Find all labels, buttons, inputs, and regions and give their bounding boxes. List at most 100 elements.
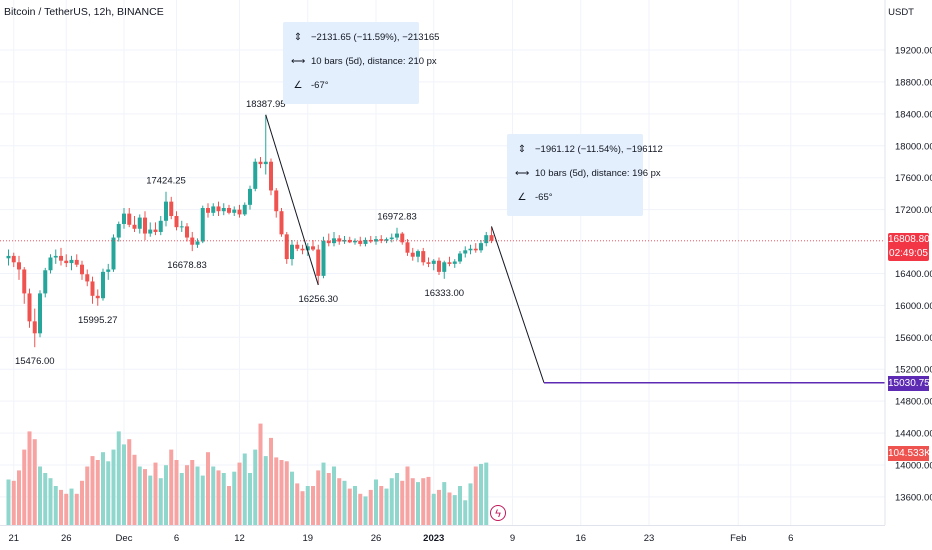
candle-body	[17, 262, 21, 270]
candle-body	[290, 244, 294, 260]
volume-bar	[248, 473, 252, 525]
volume-bar	[400, 480, 405, 525]
price-range-icon: ⇕	[517, 144, 527, 155]
candle-body	[90, 281, 95, 296]
volume-bar	[43, 473, 48, 525]
candle-body	[158, 220, 163, 232]
candle-body	[479, 243, 483, 251]
candle-body	[258, 161, 263, 165]
volume-bar	[164, 465, 168, 525]
volume-bar	[384, 488, 389, 525]
volume-bar	[374, 479, 378, 525]
volume-bar	[379, 486, 384, 525]
volume-bar	[6, 479, 11, 525]
volume-tag: 104.533K	[888, 446, 931, 461]
volume-bar	[463, 500, 468, 525]
candle-body	[137, 217, 142, 229]
volume-bar	[416, 482, 420, 525]
volume-bar	[337, 478, 342, 525]
candle-body	[227, 208, 231, 213]
candle-body	[374, 239, 378, 242]
candle-body	[95, 295, 100, 299]
volume-bar	[258, 423, 263, 525]
price-extreme-label: 16678.83	[167, 260, 207, 271]
candle-body	[11, 255, 16, 263]
price-extreme-label: 16333.00	[424, 288, 464, 299]
currency-label: USDT	[888, 7, 914, 18]
candle-body	[405, 242, 410, 253]
lightning-icon[interactable]: ϟ	[490, 505, 506, 521]
price-extreme-label: 16972.83	[377, 212, 417, 223]
bar-countdown: 02:49:05	[889, 248, 928, 259]
candle-body	[106, 269, 111, 272]
candle-body	[216, 206, 221, 212]
volume-bar	[101, 452, 105, 525]
volume-bar	[405, 466, 410, 525]
volume-bar	[368, 489, 373, 525]
current-price-tag: 16808.80 02:49:05	[888, 233, 930, 261]
candle-body	[400, 233, 405, 243]
volume-bar	[332, 466, 336, 525]
candle-body	[59, 255, 63, 261]
candle-body	[295, 244, 300, 249]
volume-bar	[148, 475, 153, 525]
time-tick-label: 26	[61, 533, 72, 544]
volume-bar	[90, 456, 95, 525]
candle-body	[442, 262, 447, 272]
volume-bar	[468, 483, 473, 525]
volume-bar	[38, 466, 42, 525]
candle-body	[284, 234, 289, 260]
time-tick-label: 23	[644, 533, 655, 544]
candle-body	[452, 261, 457, 264]
tooltip-change: −2131.65 (−11.59%), −213165	[311, 32, 440, 43]
time-tick-label: 9	[510, 533, 515, 544]
candle-body	[6, 255, 11, 259]
volume-bar	[321, 462, 326, 525]
candle-body	[263, 161, 268, 165]
time-tick-label: 2023	[423, 533, 444, 544]
volume-bar	[311, 486, 315, 525]
candle-body	[221, 208, 226, 212]
price-extreme-label: 16256.30	[298, 294, 338, 305]
candle-body	[484, 235, 489, 244]
candle-body	[85, 274, 90, 282]
chart-title: Bitcoin / TetherUS, 12h, BINANCE	[4, 6, 164, 18]
time-tick-label: Dec	[116, 533, 133, 544]
volume-bar	[143, 469, 147, 525]
candle-body	[27, 293, 32, 322]
candle-body	[416, 251, 420, 257]
volume-bar	[185, 465, 189, 525]
time-axis: 21 26 Dec 6 12 19 26 2023 9 16 23 Feb 6	[0, 525, 885, 544]
volume-bar	[484, 462, 489, 525]
volume-bar	[305, 486, 310, 525]
volume-bar	[295, 483, 300, 525]
projection-line	[265, 114, 319, 286]
candle-body	[237, 209, 242, 215]
candle-body	[116, 223, 121, 238]
volume-bar	[122, 444, 126, 525]
price-tick-label: 18400.00	[895, 109, 932, 120]
candle-body	[127, 213, 132, 225]
candle-body	[169, 201, 174, 216]
volume-bar	[27, 431, 32, 525]
candle-body	[185, 226, 189, 238]
measure-tooltip-2: ⇕ −1961.12 (−11.54%), −196112 ⟷ 10 bars (5…	[507, 134, 663, 216]
candle-body	[326, 240, 331, 244]
candle-body	[431, 260, 436, 264]
volume-bar	[284, 461, 289, 525]
time-tick-label: Feb	[730, 533, 746, 544]
price-axis: 19200.00 18800.00 18400.00 18000.00 17600.00…	[884, 0, 932, 525]
price-tick-label: 14400.00	[895, 429, 932, 440]
candle-body	[321, 240, 326, 276]
volume-bar	[85, 466, 90, 525]
candle-body	[153, 229, 158, 232]
volume-bar	[69, 488, 74, 525]
price-tick-label: 15600.00	[895, 333, 932, 344]
candle-body	[195, 241, 200, 245]
candle-body	[463, 250, 468, 254]
tooltip-bars: 10 bars (5d), distance: 196 px	[535, 168, 661, 179]
date-range-icon: ⟷	[515, 168, 530, 179]
volume-bar	[200, 475, 205, 525]
projection-line	[491, 226, 545, 383]
